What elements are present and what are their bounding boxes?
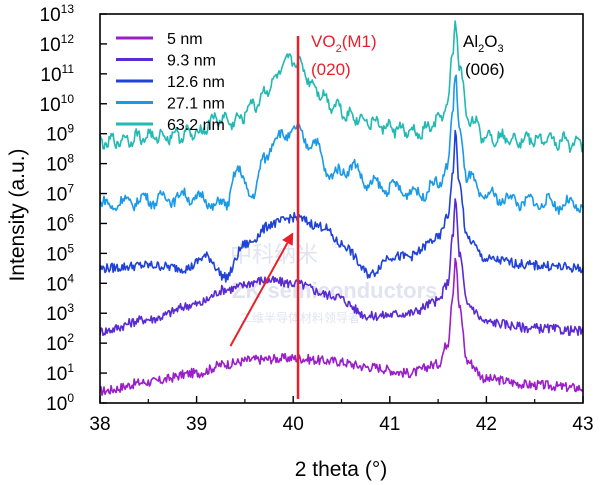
legend-label: 63.2 nm xyxy=(167,117,225,134)
x-axis: 38 39 40 41 42 43 xyxy=(89,396,594,435)
vo2-index-label: (020) xyxy=(311,60,351,79)
y-tick-label: 108 xyxy=(46,152,74,176)
y-axis-label: Intensity (a.u.) xyxy=(6,148,29,281)
vo2-label: VO2(M1) xyxy=(311,32,377,55)
y-tick-label: 105 xyxy=(46,241,74,265)
trend-arrow xyxy=(229,242,289,347)
y-tick-label: 1010 xyxy=(40,92,75,116)
x-tick-label: 41 xyxy=(379,414,400,435)
y-tick-label: 103 xyxy=(46,301,74,325)
y-tick-label: 1011 xyxy=(40,62,74,86)
watermark-line3: 二维半导体材料领导者 xyxy=(240,311,360,325)
y-tick-label: 107 xyxy=(46,182,74,206)
y-tick-label: 1013 xyxy=(40,2,75,26)
y-tick-label: 104 xyxy=(46,271,74,295)
legend-label: 27.1 nm xyxy=(167,96,225,113)
series-line xyxy=(99,198,584,337)
series-line xyxy=(99,257,584,396)
al2o3-index-label: (006) xyxy=(465,60,505,79)
x-tick-label: 39 xyxy=(186,414,207,435)
legend-label: 5 nm xyxy=(167,31,203,48)
x-tick-label: 38 xyxy=(89,414,110,435)
legend-label: 12.6 nm xyxy=(167,74,225,91)
x-tick-label: 43 xyxy=(572,414,593,435)
series-line xyxy=(99,129,584,283)
x-axis-label: 2 theta (°) xyxy=(295,458,387,481)
series-line xyxy=(99,74,584,215)
series-group xyxy=(99,20,584,396)
y-axis: 100 101 102 103 104 105 106 107 108 109 1010 1011 10… xyxy=(40,2,107,415)
legend: 5 nm 9.3 nm 12.6 nm 27.1 nm 63.2 nm xyxy=(116,31,225,134)
y-tick-label: 100 xyxy=(46,391,74,415)
legend-label: 9.3 nm xyxy=(167,53,216,70)
y-tick-label: 109 xyxy=(46,122,74,146)
y-tick-label: 106 xyxy=(46,211,74,235)
al2o3-label: Al2O3 xyxy=(463,32,504,55)
x-tick-label: 40 xyxy=(283,414,304,435)
y-tick-label: 101 xyxy=(46,361,74,385)
y-tick-label: 102 xyxy=(46,331,74,355)
series-line xyxy=(99,20,584,153)
trend-arrow-head xyxy=(282,232,294,246)
x-tick-label: 42 xyxy=(476,414,497,435)
y-tick-label: 1012 xyxy=(40,32,75,56)
